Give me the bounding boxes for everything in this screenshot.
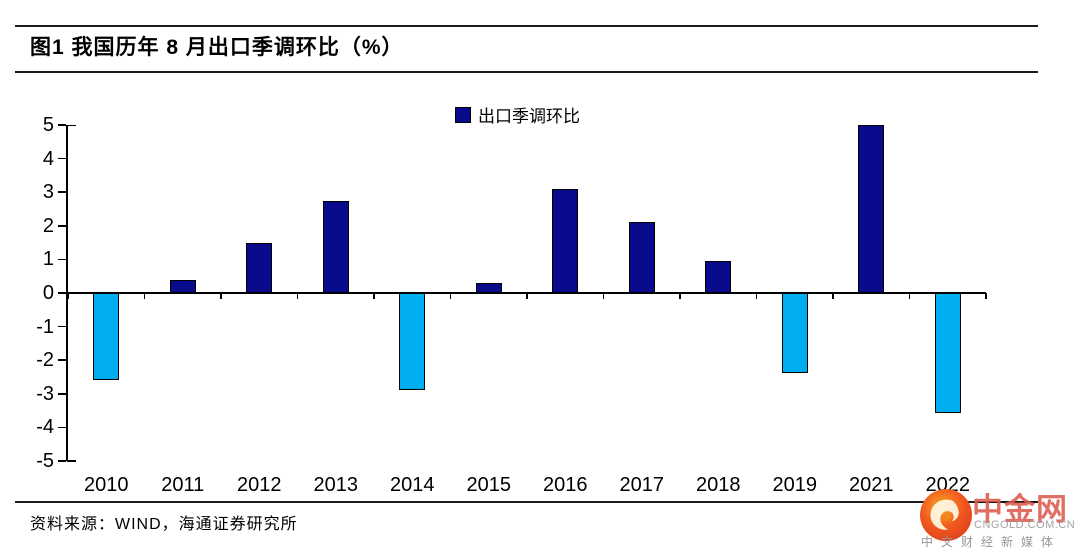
bar-2021 [858, 125, 885, 293]
x-axis-label: 2013 [313, 474, 359, 496]
x-axis-tick [143, 293, 145, 299]
y-axis-tick [58, 258, 66, 261]
y-axis-tick [58, 191, 66, 193]
bar-2017 [628, 222, 655, 293]
x-axis-tick [220, 293, 222, 299]
y-axis-tick [58, 460, 66, 462]
watermark-domain: CNGOLD.COM.CN [974, 519, 1076, 531]
bar-2016 [552, 188, 579, 293]
watermark-tagline: 中文财经新媒体 [921, 535, 1062, 549]
bar-2014 [399, 292, 426, 390]
site-watermark: 中金网 CNGOLD.COM.CN 中文财经新媒体 [919, 486, 1079, 558]
x-axis-label: 2014 [390, 474, 435, 496]
y-axis-line [66, 125, 68, 461]
y-axis-tick-label: -3 [36, 382, 54, 405]
y-axis-tick-label: -4 [36, 416, 54, 439]
bar-2013 [322, 200, 349, 293]
y-axis-tick-label: 4 [42, 147, 54, 170]
title-top-rule [15, 25, 1038, 27]
bar-2015 [475, 282, 502, 293]
y-axis-tick [58, 325, 66, 328]
bar-2022 [934, 292, 961, 414]
y-axis-top-cap [67, 124, 76, 126]
x-axis-tick [373, 293, 375, 299]
title-bottom-rule [15, 71, 1038, 73]
y-axis-tick [58, 393, 66, 395]
bar-2012 [246, 242, 273, 293]
bar-2018 [705, 261, 732, 293]
bar-2010 [93, 292, 120, 380]
x-axis-label: 2015 [466, 474, 512, 496]
chart-legend: 出口季调环比 [455, 102, 580, 127]
x-axis-tick [755, 293, 757, 299]
x-axis-label: 2019 [772, 474, 818, 496]
x-axis-tick [985, 293, 987, 299]
legend-swatch-icon [455, 106, 471, 123]
y-axis-tick [58, 225, 66, 227]
x-axis-tick [832, 293, 834, 299]
bar-2011 [169, 279, 196, 293]
y-axis-tick-label: 1 [42, 248, 54, 271]
x-axis-tick [602, 293, 604, 299]
x-axis-tick [296, 293, 298, 299]
x-axis-tick [908, 293, 910, 299]
y-axis-tick [58, 426, 66, 429]
x-axis-label: 2011 [161, 474, 205, 496]
bar-2019 [781, 292, 808, 374]
y-axis-bottom-cap [67, 460, 76, 462]
y-axis-tick-label: -1 [36, 315, 54, 338]
x-axis-label: 2021 [849, 474, 894, 496]
y-axis-tick [58, 157, 66, 160]
watermark-brand-name: 中金网 [972, 492, 1068, 527]
x-axis-label: 2016 [543, 474, 588, 496]
y-axis-tick-label: 5 [42, 114, 54, 136]
x-axis-tick [679, 293, 681, 299]
legend-label: 出口季调环比 [478, 107, 580, 126]
x-axis-tick [449, 293, 451, 299]
y-axis-tick [58, 124, 66, 126]
x-axis-label: 2012 [237, 474, 282, 496]
x-axis-label: 2018 [696, 474, 741, 496]
y-axis-tick [58, 359, 66, 361]
y-axis-tick-label: -2 [36, 349, 54, 372]
footer-rule [15, 501, 1038, 503]
y-axis-tick-label: 3 [42, 181, 54, 204]
data-source-note: 资料来源：WIND，海通证券研究所 [30, 516, 298, 533]
x-axis-label: 2017 [619, 474, 665, 496]
x-axis-tick [526, 293, 528, 299]
y-axis-tick-label: 2 [42, 214, 54, 237]
cngold-flame-logo-icon [920, 489, 972, 541]
y-axis-tick [58, 292, 66, 294]
x-axis-tick [67, 293, 69, 299]
x-axis-label: 2010 [84, 474, 129, 496]
y-axis-tick-label: -5 [36, 450, 54, 472]
y-axis-tick-label: 0 [42, 282, 54, 304]
x-axis-label: 2022 [925, 474, 971, 496]
figure-title: 图1 我国历年 8 月出口季调环比（%） [30, 36, 404, 59]
